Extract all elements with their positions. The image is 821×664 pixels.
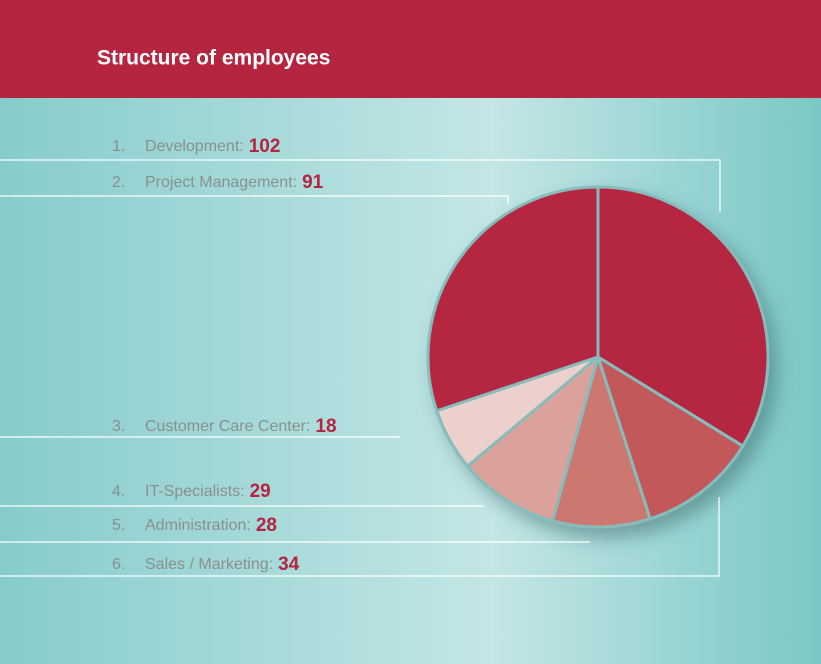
pie-slice <box>551 355 652 529</box>
label-index: 3. <box>112 418 125 435</box>
label-name: IT-Specialists: <box>145 483 245 500</box>
label-index: 1. <box>112 138 125 155</box>
chart-title: Structure of employees <box>97 47 330 70</box>
label-name: Project Management: <box>145 174 297 191</box>
data-label: 91 <box>302 172 324 193</box>
pie-slice <box>426 185 600 413</box>
data-label: 29 <box>250 481 271 502</box>
label-index: 5. <box>112 517 125 534</box>
label-index: 6. <box>112 556 125 573</box>
leader-line <box>0 159 721 212</box>
pie <box>426 185 770 529</box>
label-name: Administration: <box>145 517 251 534</box>
label-name: Customer Care Center: <box>145 418 310 435</box>
label-name: Sales / Marketing: <box>145 556 273 573</box>
data-label: 18 <box>315 416 336 437</box>
labels: 1. Development: 102 2. Project Management: 91… <box>0 136 721 577</box>
data-label: 102 <box>249 136 281 157</box>
data-label: 34 <box>278 554 300 575</box>
data-label: 28 <box>256 515 277 536</box>
header <box>0 0 821 98</box>
label-index: 4. <box>112 483 125 500</box>
leader-line <box>0 195 509 204</box>
label-index: 2. <box>112 174 125 191</box>
pie-slice <box>466 355 600 523</box>
leader-line <box>0 497 720 577</box>
pie-slice <box>596 355 745 521</box>
pie-slice <box>596 185 770 448</box>
label-name: Development: <box>145 138 244 155</box>
